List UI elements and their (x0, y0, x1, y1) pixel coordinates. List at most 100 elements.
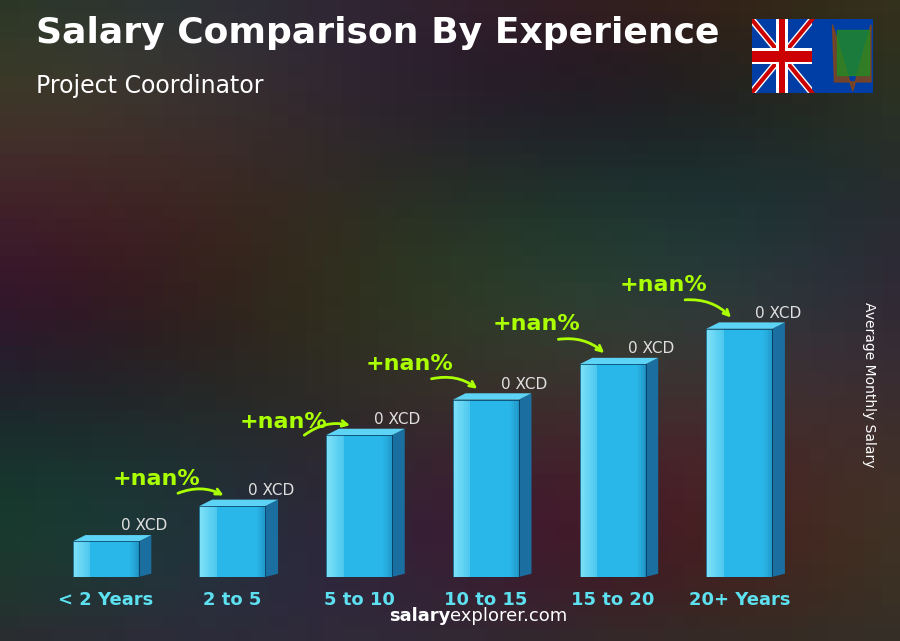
Bar (202, 506, 204, 577)
Bar (339, 435, 342, 577)
Polygon shape (453, 394, 532, 400)
Bar (480, 400, 482, 577)
Bar (590, 364, 593, 577)
Bar (255, 506, 256, 577)
Polygon shape (706, 322, 785, 329)
Bar (102, 542, 104, 577)
Bar (812, 19, 873, 93)
Bar (75, 542, 77, 577)
Bar (499, 400, 501, 577)
Bar (208, 506, 211, 577)
Bar (86, 542, 88, 577)
Bar (128, 542, 130, 577)
Bar (228, 506, 230, 577)
Bar (778, 19, 785, 93)
Bar (471, 400, 473, 577)
Bar (137, 542, 139, 577)
Bar (503, 400, 506, 577)
Bar (117, 542, 119, 577)
Bar (492, 400, 495, 577)
Bar (252, 506, 255, 577)
Bar (108, 542, 111, 577)
Bar (589, 364, 591, 577)
Bar (713, 329, 716, 577)
Text: Average Monthly Salary: Average Monthly Salary (861, 302, 876, 467)
Bar (99, 542, 102, 577)
Text: +nan%: +nan% (112, 469, 201, 489)
Polygon shape (518, 394, 532, 577)
Bar (759, 329, 761, 577)
Bar (114, 542, 117, 577)
Bar (462, 400, 464, 577)
Text: 0 XCD: 0 XCD (374, 412, 420, 427)
Bar (630, 364, 633, 577)
Bar (460, 400, 462, 577)
Bar (105, 542, 108, 577)
Bar (377, 435, 379, 577)
Bar (330, 435, 333, 577)
Bar (475, 400, 477, 577)
Text: 0 XCD: 0 XCD (121, 519, 167, 533)
Text: < 2 Years: < 2 Years (58, 591, 153, 609)
Bar (746, 329, 748, 577)
Bar (733, 329, 735, 577)
Text: 5 to 10: 5 to 10 (324, 591, 394, 609)
Bar (88, 542, 91, 577)
Text: 0 XCD: 0 XCD (501, 376, 547, 392)
Text: +nan%: +nan% (492, 315, 580, 335)
Bar (604, 364, 607, 577)
Bar (119, 542, 122, 577)
Bar (215, 506, 217, 577)
Bar (206, 506, 209, 577)
Bar (353, 435, 355, 577)
Bar (346, 435, 348, 577)
Bar (374, 435, 377, 577)
Bar (488, 400, 490, 577)
Text: +nan%: +nan% (366, 354, 454, 374)
Bar (593, 364, 595, 577)
Polygon shape (326, 429, 405, 435)
Text: 0 XCD: 0 XCD (628, 341, 674, 356)
Bar (373, 435, 374, 577)
Bar (122, 542, 123, 577)
Bar (584, 364, 587, 577)
Bar (232, 506, 235, 577)
Bar (338, 435, 339, 577)
Bar (752, 48, 812, 64)
Polygon shape (580, 358, 658, 364)
Text: salary: salary (389, 607, 450, 625)
Text: 2 to 5: 2 to 5 (203, 591, 262, 609)
Bar (468, 400, 471, 577)
Bar (708, 329, 711, 577)
Bar (495, 400, 497, 577)
Bar (595, 364, 598, 577)
Bar (246, 506, 248, 577)
Polygon shape (832, 25, 871, 91)
Bar (757, 329, 760, 577)
Bar (634, 364, 637, 577)
Bar (77, 542, 79, 577)
Text: Salary Comparison By Experience: Salary Comparison By Experience (36, 16, 719, 50)
Bar (263, 506, 266, 577)
Bar (217, 506, 220, 577)
Bar (355, 435, 357, 577)
Bar (491, 400, 492, 577)
Bar (455, 400, 457, 577)
Bar (633, 364, 634, 577)
Polygon shape (266, 499, 278, 577)
Bar (517, 400, 519, 577)
Bar (768, 329, 770, 577)
Bar (621, 364, 624, 577)
Polygon shape (772, 322, 785, 577)
Bar (737, 329, 740, 577)
Bar (706, 329, 709, 577)
Bar (123, 542, 126, 577)
Bar (79, 542, 82, 577)
Bar (644, 364, 646, 577)
Bar (731, 329, 733, 577)
Bar (726, 329, 729, 577)
Bar (361, 435, 364, 577)
Bar (457, 400, 460, 577)
Text: 20+ Years: 20+ Years (688, 591, 790, 609)
Bar (617, 364, 619, 577)
